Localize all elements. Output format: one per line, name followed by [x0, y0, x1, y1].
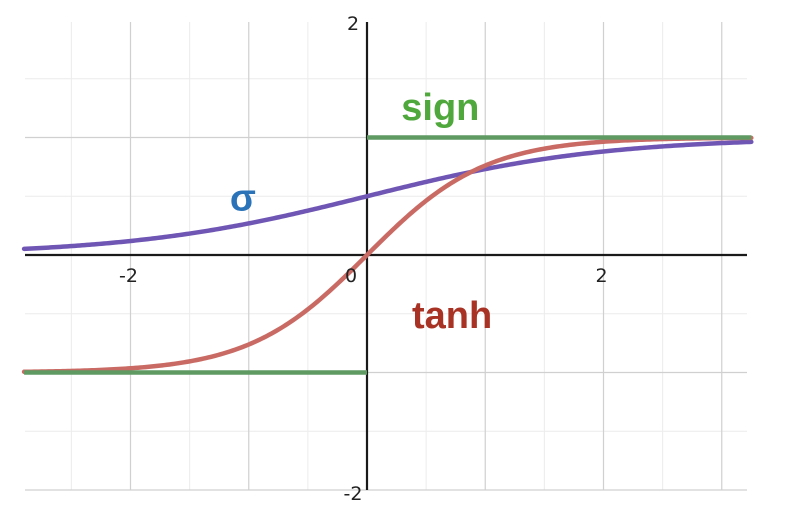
x-tick-label: 2 [595, 265, 607, 287]
series-label-sigma: σ [230, 177, 256, 219]
y-tick-label: 2 [347, 13, 359, 35]
series-labels: σ tanh sign [230, 87, 492, 337]
series-label-tanh: tanh [412, 295, 492, 337]
series-curves [21, 135, 754, 375]
series-sigma-line [21, 139, 754, 252]
series-tanh-line [21, 135, 754, 375]
x-tick-label: -2 [119, 265, 138, 287]
x-tick-label: 0 [345, 265, 357, 287]
tick-labels: -2 0 2 2 -2 [119, 13, 608, 505]
axes [25, 22, 747, 490]
series-label-sign: sign [401, 87, 479, 129]
y-tick-label: -2 [344, 483, 363, 505]
